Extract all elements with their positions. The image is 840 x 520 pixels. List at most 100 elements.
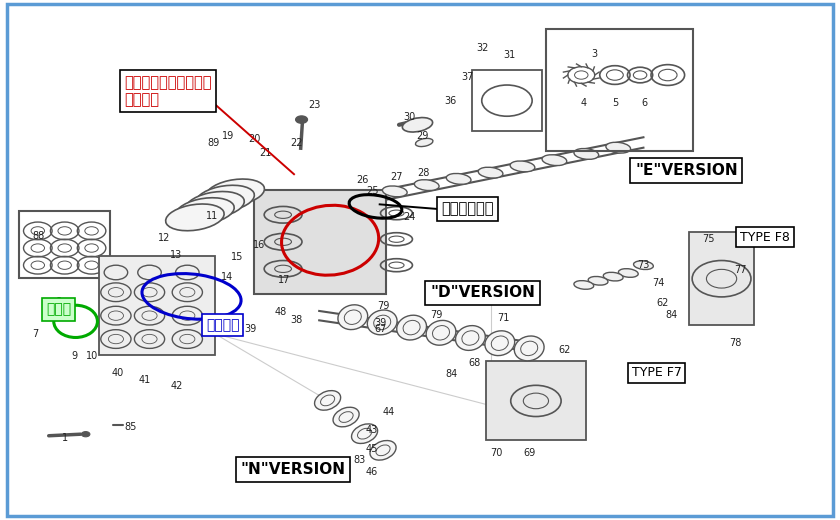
Bar bbox=[254, 190, 386, 294]
Text: 22: 22 bbox=[291, 138, 302, 148]
Text: TYPE F8: TYPE F8 bbox=[740, 231, 790, 243]
Text: 84: 84 bbox=[666, 309, 678, 320]
Text: 13: 13 bbox=[171, 250, 182, 260]
Bar bbox=[472, 70, 542, 131]
Text: 48: 48 bbox=[275, 307, 286, 317]
Text: 5: 5 bbox=[612, 98, 618, 108]
Ellipse shape bbox=[414, 180, 439, 190]
Text: 14: 14 bbox=[221, 271, 233, 282]
Circle shape bbox=[296, 116, 307, 123]
Text: 31: 31 bbox=[504, 49, 516, 60]
Bar bbox=[486, 361, 586, 440]
Ellipse shape bbox=[603, 272, 623, 281]
Text: 83: 83 bbox=[354, 455, 365, 465]
Text: 44: 44 bbox=[383, 407, 395, 417]
Text: 12: 12 bbox=[158, 232, 170, 243]
Text: 3: 3 bbox=[591, 48, 597, 59]
Text: 32: 32 bbox=[477, 43, 489, 53]
Ellipse shape bbox=[338, 305, 368, 330]
Ellipse shape bbox=[606, 142, 631, 153]
Text: 1: 1 bbox=[61, 433, 68, 443]
Text: 39: 39 bbox=[375, 318, 386, 329]
Text: 8: 8 bbox=[55, 297, 62, 307]
Text: 16: 16 bbox=[253, 240, 265, 251]
Ellipse shape bbox=[426, 320, 456, 345]
Text: "D"VERSION: "D"VERSION bbox=[430, 285, 535, 300]
Text: 42: 42 bbox=[171, 381, 183, 392]
Ellipse shape bbox=[574, 149, 599, 159]
Ellipse shape bbox=[396, 315, 427, 340]
Text: 11: 11 bbox=[206, 211, 218, 221]
Text: 4: 4 bbox=[580, 98, 587, 108]
Text: 43: 43 bbox=[366, 425, 378, 435]
Text: 6: 6 bbox=[641, 98, 648, 108]
Text: 71: 71 bbox=[497, 313, 509, 323]
Text: 45: 45 bbox=[366, 444, 378, 454]
Ellipse shape bbox=[485, 331, 515, 356]
Ellipse shape bbox=[574, 281, 594, 289]
Text: 85: 85 bbox=[124, 422, 136, 433]
Ellipse shape bbox=[618, 269, 638, 277]
Text: 70: 70 bbox=[491, 448, 502, 459]
Text: 62: 62 bbox=[657, 298, 669, 308]
Ellipse shape bbox=[416, 138, 433, 147]
Text: 74: 74 bbox=[653, 278, 664, 289]
Text: 26: 26 bbox=[357, 175, 369, 186]
Text: 30: 30 bbox=[404, 112, 416, 122]
Text: 24: 24 bbox=[404, 212, 416, 223]
Ellipse shape bbox=[455, 326, 486, 350]
Ellipse shape bbox=[446, 174, 471, 184]
Text: 27: 27 bbox=[391, 172, 402, 182]
Text: 67: 67 bbox=[375, 324, 386, 334]
Circle shape bbox=[81, 432, 90, 437]
Ellipse shape bbox=[478, 167, 503, 178]
Ellipse shape bbox=[588, 277, 608, 285]
Text: ボディープランジャー
ガード穴: ボディープランジャー ガード穴 bbox=[124, 75, 212, 107]
Text: 89: 89 bbox=[207, 138, 219, 148]
Bar bbox=[99, 256, 215, 355]
Ellipse shape bbox=[186, 191, 244, 218]
Text: 84: 84 bbox=[446, 369, 458, 380]
Text: 88: 88 bbox=[33, 231, 45, 241]
Ellipse shape bbox=[367, 310, 397, 335]
Text: 69: 69 bbox=[523, 448, 535, 459]
Text: 28: 28 bbox=[417, 167, 429, 178]
Text: 80: 80 bbox=[444, 292, 455, 303]
Text: 78: 78 bbox=[730, 338, 742, 348]
Text: 25: 25 bbox=[367, 186, 379, 197]
Bar bbox=[546, 29, 693, 151]
Text: プランジャー: プランジャー bbox=[441, 202, 494, 216]
Text: 40: 40 bbox=[112, 368, 123, 379]
Text: 逆止弁: 逆止弁 bbox=[46, 303, 71, 316]
Text: 10: 10 bbox=[87, 351, 98, 361]
Text: 29: 29 bbox=[417, 131, 428, 141]
Text: 73: 73 bbox=[638, 260, 649, 270]
Ellipse shape bbox=[633, 261, 654, 269]
Text: TYPE F7: TYPE F7 bbox=[632, 366, 681, 380]
Text: 23: 23 bbox=[308, 100, 320, 110]
Text: 75: 75 bbox=[702, 234, 714, 244]
Ellipse shape bbox=[206, 179, 265, 206]
Text: 15: 15 bbox=[231, 252, 243, 263]
Text: 79: 79 bbox=[377, 301, 389, 311]
Bar bbox=[19, 211, 110, 278]
Text: 9: 9 bbox=[71, 351, 78, 361]
Text: 68: 68 bbox=[469, 358, 480, 368]
Ellipse shape bbox=[402, 118, 433, 132]
Ellipse shape bbox=[333, 407, 360, 427]
Text: 79: 79 bbox=[430, 309, 442, 320]
Ellipse shape bbox=[176, 198, 234, 225]
Ellipse shape bbox=[370, 440, 396, 460]
Text: 39: 39 bbox=[244, 324, 256, 334]
Text: "E"VERSION: "E"VERSION bbox=[635, 163, 738, 178]
Text: "N"VERSION: "N"VERSION bbox=[240, 462, 345, 477]
Ellipse shape bbox=[510, 161, 535, 172]
Text: 46: 46 bbox=[366, 466, 378, 477]
Bar bbox=[689, 232, 754, 325]
Text: 20: 20 bbox=[249, 134, 260, 145]
Text: 21: 21 bbox=[260, 148, 271, 159]
Text: 17: 17 bbox=[278, 275, 290, 285]
Text: 41: 41 bbox=[139, 374, 150, 385]
Ellipse shape bbox=[351, 424, 378, 444]
Text: 77: 77 bbox=[735, 265, 747, 276]
